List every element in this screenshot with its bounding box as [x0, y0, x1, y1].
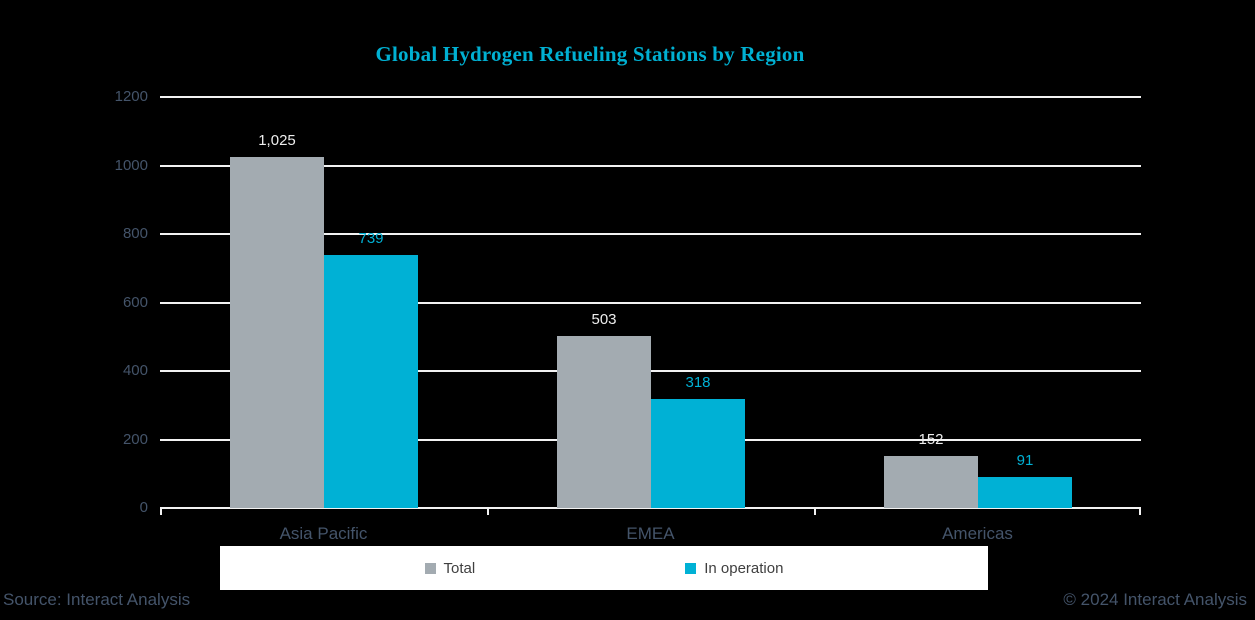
data-label: 739	[358, 230, 384, 247]
bar-in-operation-emea	[651, 399, 745, 508]
x-axis-tick	[1139, 508, 1141, 515]
source-text: Source: Interact Analysis	[3, 590, 191, 609]
data-label: 318	[685, 374, 711, 391]
x-axis-tick	[487, 508, 489, 515]
x-axis-tick	[814, 508, 816, 515]
gridline	[160, 233, 1141, 235]
x-axis-category-label: EMEA	[626, 524, 675, 543]
x-axis-category-label: Americas	[942, 524, 1013, 543]
data-label: 503	[591, 311, 617, 328]
gridline	[160, 96, 1141, 98]
x-axis-tick	[160, 508, 162, 515]
y-axis-tick-label: 0	[139, 499, 148, 516]
legend-swatch-icon	[685, 562, 697, 574]
bar-in-operation-americas	[978, 477, 1072, 508]
x-axis-line	[160, 507, 1141, 509]
bar-total-asia-pacific	[230, 157, 324, 508]
y-axis-tick-label: 600	[122, 293, 148, 311]
y-axis-tick-label: 400	[122, 362, 148, 379]
legend-swatch-icon	[424, 562, 436, 574]
y-axis-tick-label: 800	[122, 225, 148, 242]
legend-item-total: Total	[424, 559, 476, 577]
gridline	[160, 301, 1141, 304]
legend-label: In operation	[704, 559, 784, 577]
legend-label: Total	[443, 559, 476, 577]
x-axis-category-label: Asia Pacific	[279, 524, 368, 543]
y-axis-tick-label: 1000	[114, 156, 148, 174]
chart-title: Global Hydrogen Refueling Stations by Re…	[375, 42, 805, 66]
bar-total-emea	[557, 336, 651, 508]
bar-total-americas	[884, 456, 978, 508]
data-label: 152	[918, 431, 944, 448]
plot-area: 1,025 739 503 318 152 91	[160, 96, 1141, 515]
copyright-text: © 2024 Interact Analysis	[1063, 590, 1247, 609]
data-label: 1,025	[258, 132, 296, 149]
legend: Total In operation	[220, 546, 988, 590]
data-label: 91	[1016, 452, 1034, 469]
legend-item-in-operation: In operation	[685, 560, 783, 577]
y-axis-tick-label: 1200	[114, 88, 148, 105]
bar-in-operation-asia-pacific	[324, 255, 418, 508]
y-axis-tick-label: 200	[122, 430, 148, 448]
gridline	[160, 164, 1141, 167]
